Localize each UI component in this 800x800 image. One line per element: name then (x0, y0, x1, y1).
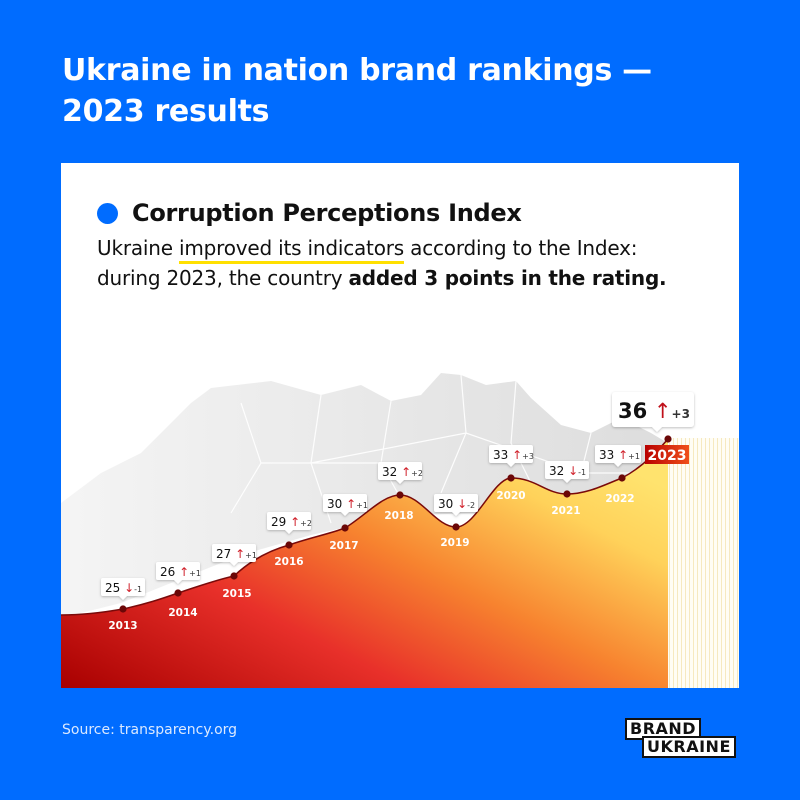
svg-text:2020: 2020 (496, 490, 525, 502)
bold-phrase: added 3 points in the rating. (348, 266, 667, 290)
svg-text:33 ↑+3: 33 ↑+3 (493, 448, 534, 462)
future-stripes (668, 438, 739, 688)
svg-text:2023: 2023 (648, 448, 687, 464)
cpi-chart: 2013 2014 2015 2016 2017 2018 2019 2020 … (61, 373, 739, 688)
logo-line-1: BRAND (625, 718, 702, 740)
svg-text:2016: 2016 (274, 556, 303, 568)
callout-2020 (489, 445, 533, 467)
svg-text:2015: 2015 (222, 588, 251, 600)
callout-2019 (434, 494, 478, 516)
svg-text:27 ↑+1: 27 ↑+1 (216, 547, 257, 561)
year-badge-2023: 2023 (645, 445, 689, 464)
svg-text:25 ↓-1: 25 ↓-1 (105, 581, 142, 595)
index-heading: Corruption Perceptions Index (97, 199, 522, 227)
callout-2016 (267, 512, 311, 534)
svg-text:2014: 2014 (168, 607, 197, 619)
cpi-area (61, 439, 668, 688)
svg-text:30 ↑+1: 30 ↑+1 (327, 497, 368, 511)
data-points (119, 435, 672, 613)
index-title: Corruption Perceptions Index (132, 199, 522, 227)
logo-line-2: UKRAINE (642, 736, 736, 758)
callout-2021 (545, 461, 589, 483)
page-title: Ukraine in nation brand rankings — 2023 … (62, 50, 742, 132)
svg-text:30 ↓-2: 30 ↓-2 (438, 497, 475, 511)
highlighted-phrase: improved its indicators (179, 236, 404, 260)
callout-2015 (212, 544, 256, 566)
svg-text:32 ↓-1: 32 ↓-1 (549, 464, 586, 478)
svg-text:26 ↑+1: 26 ↑+1 (160, 565, 201, 579)
svg-text:2019: 2019 (440, 537, 469, 549)
title-line-2: 2023 results (62, 94, 270, 129)
svg-text:2013: 2013 (108, 620, 137, 632)
svg-text:2018: 2018 (384, 510, 413, 522)
callout-2017 (323, 494, 367, 516)
svg-text:2022: 2022 (605, 493, 634, 505)
svg-text:29 ↑+2: 29 ↑+2 (271, 515, 312, 529)
svg-text:32 ↑+2: 32 ↑+2 (382, 465, 423, 479)
callout-2022 (595, 445, 641, 467)
callout-2023 (612, 392, 694, 432)
svg-text:2017: 2017 (329, 540, 358, 552)
svg-text:36 ↑+3: 36 ↑+3 (618, 399, 690, 423)
year-labels: 2013 2014 2015 2016 2017 2018 2019 2020 … (108, 490, 634, 632)
index-card: 2013 2014 2015 2016 2017 2018 2019 2020 … (61, 163, 739, 688)
index-description: Ukraine improved its indicators accordin… (97, 236, 667, 290)
title-line-1: Ukraine in nation brand rankings — (62, 53, 652, 88)
callout-2018 (378, 462, 422, 484)
source-text: Source: transparency.org (62, 722, 238, 738)
callout-2013 (101, 578, 145, 600)
callout-2014 (156, 562, 200, 584)
svg-text:2021: 2021 (551, 505, 580, 517)
svg-text:33 ↑+1: 33 ↑+1 (599, 448, 640, 462)
bullet-dot-icon (97, 202, 118, 224)
